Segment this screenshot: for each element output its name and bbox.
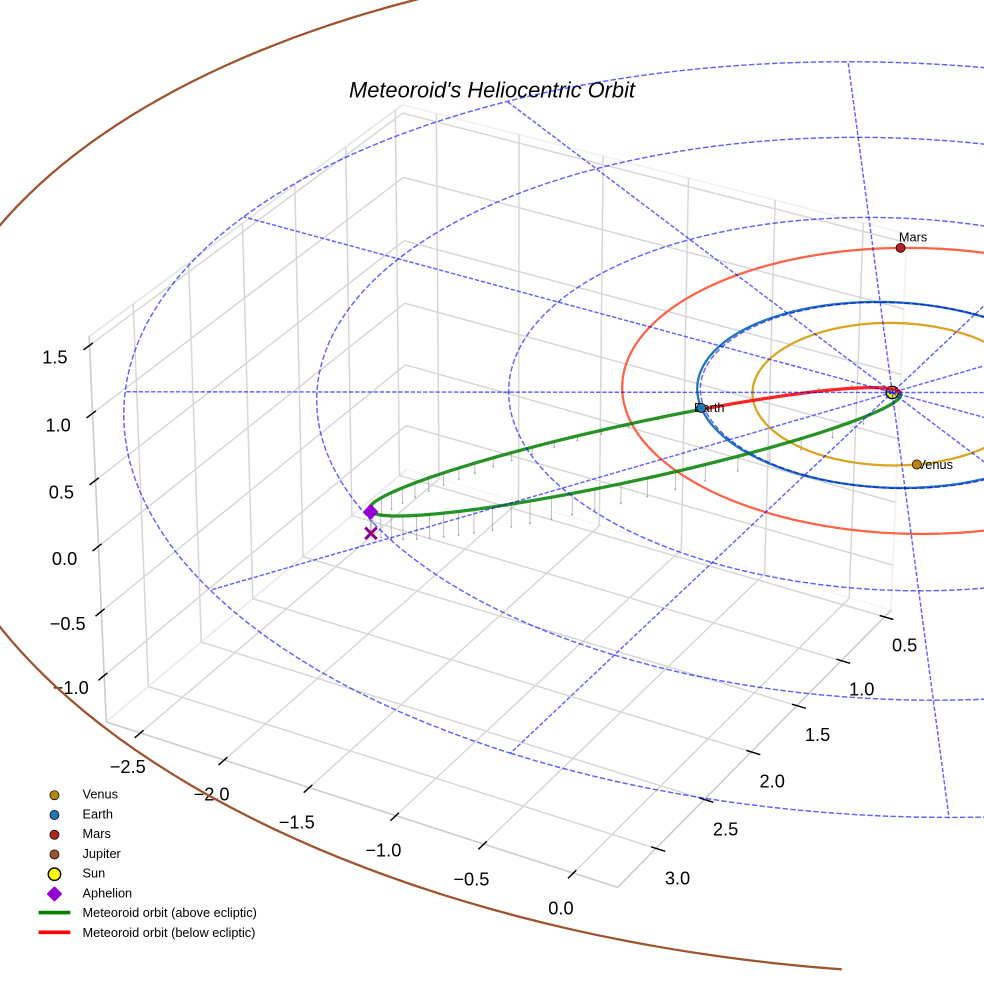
svg-text:Venus: Venus	[83, 787, 118, 802]
svg-text:Aphelion: Aphelion	[83, 885, 133, 900]
svg-text:2.5: 2.5	[713, 819, 738, 839]
svg-text:0.5: 0.5	[892, 636, 917, 656]
svg-text:−0.5: −0.5	[50, 614, 86, 634]
svg-text:1.5: 1.5	[805, 725, 830, 745]
svg-text:3.0: 3.0	[665, 869, 690, 889]
svg-text:1.5: 1.5	[42, 348, 67, 368]
svg-text:−1.0: −1.0	[365, 841, 401, 861]
svg-text:Jupiter: Jupiter	[83, 846, 122, 861]
svg-text:−1.5: −1.5	[279, 812, 315, 832]
svg-text:Earth: Earth	[83, 806, 113, 821]
svg-text:Mars: Mars	[899, 230, 927, 245]
svg-text:1.0: 1.0	[849, 680, 874, 700]
svg-text:1.0: 1.0	[45, 416, 70, 436]
svg-text:−2.5: −2.5	[110, 757, 146, 777]
svg-text:2.0: 2.0	[760, 772, 785, 792]
svg-text:Mars: Mars	[83, 826, 111, 841]
svg-text:Meteoroid orbit (below eclipti: Meteoroid orbit (below ecliptic)	[83, 925, 256, 940]
svg-text:Sun: Sun	[83, 866, 106, 881]
svg-text:−0.5: −0.5	[453, 869, 489, 889]
svg-text:Meteoroid orbit (above eclipti: Meteoroid orbit (above ecliptic)	[83, 905, 257, 920]
svg-text:Meteoroid's Heliocentric Orbit: Meteoroid's Heliocentric Orbit	[349, 78, 636, 103]
svg-text:0.5: 0.5	[49, 483, 74, 503]
svg-text:0.0: 0.0	[548, 899, 573, 919]
svg-text:0.0: 0.0	[52, 549, 77, 569]
svg-text:−2.0: −2.0	[194, 785, 230, 805]
svg-text:Venus: Venus	[918, 457, 953, 472]
